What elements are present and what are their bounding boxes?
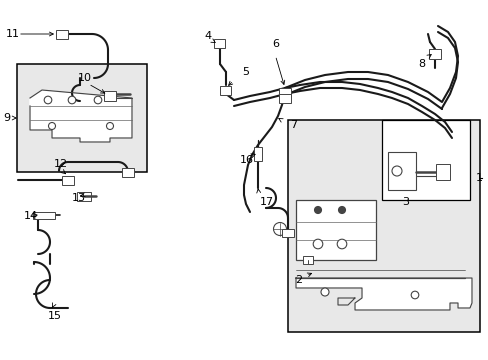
Circle shape <box>410 291 418 299</box>
Bar <box>295 200 375 260</box>
Text: 8: 8 <box>417 59 424 69</box>
Text: 3: 3 <box>401 197 408 207</box>
Bar <box>279 87 290 96</box>
Text: 1: 1 <box>475 173 482 183</box>
Bar <box>381 120 469 200</box>
Polygon shape <box>30 90 132 142</box>
Circle shape <box>312 239 322 249</box>
Text: 11: 11 <box>6 29 20 39</box>
Circle shape <box>338 207 345 213</box>
Bar <box>122 167 134 176</box>
Bar <box>303 256 312 264</box>
Text: 16: 16 <box>240 155 253 165</box>
Text: 9: 9 <box>3 113 10 123</box>
Text: 15: 15 <box>48 311 62 321</box>
Bar <box>104 91 116 101</box>
Circle shape <box>314 207 321 213</box>
Circle shape <box>94 96 102 104</box>
Text: 2: 2 <box>294 275 302 285</box>
Circle shape <box>106 122 113 130</box>
Circle shape <box>320 288 328 296</box>
Bar <box>62 175 74 184</box>
Text: 4: 4 <box>203 31 211 41</box>
Bar <box>33 211 55 219</box>
Text: 6: 6 <box>271 39 279 49</box>
Text: 13: 13 <box>72 193 86 203</box>
Circle shape <box>391 166 401 176</box>
Bar <box>17 64 147 172</box>
Circle shape <box>273 222 286 235</box>
Bar <box>56 30 68 39</box>
Bar <box>253 147 262 161</box>
Bar <box>279 94 290 103</box>
Text: 5: 5 <box>242 67 248 77</box>
Bar <box>220 85 231 94</box>
Bar <box>77 192 91 201</box>
Bar <box>428 49 440 59</box>
Bar <box>287 120 479 332</box>
Text: 7: 7 <box>289 120 297 130</box>
Circle shape <box>44 96 52 104</box>
Bar <box>214 39 225 48</box>
Text: 14: 14 <box>24 211 38 221</box>
Text: 12: 12 <box>54 159 68 169</box>
Bar <box>387 152 415 190</box>
Circle shape <box>48 122 55 130</box>
Circle shape <box>68 96 76 104</box>
Bar <box>435 164 449 180</box>
Text: 17: 17 <box>260 197 274 207</box>
Polygon shape <box>295 278 471 310</box>
Circle shape <box>337 239 346 249</box>
Text: 10: 10 <box>78 73 92 83</box>
Bar <box>282 229 293 237</box>
